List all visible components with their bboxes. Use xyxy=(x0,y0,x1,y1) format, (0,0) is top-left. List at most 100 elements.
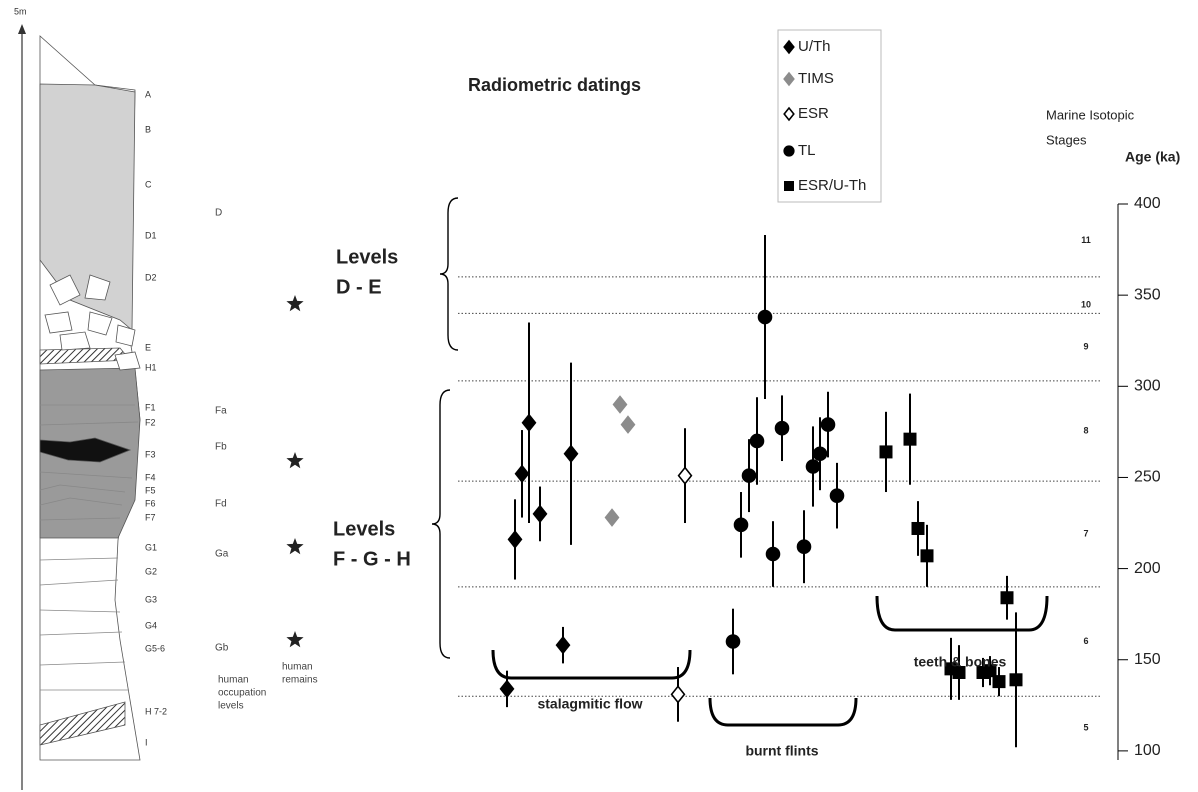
layer-label: F3 xyxy=(145,449,156,459)
mis-title: Marine Isotopic xyxy=(1046,107,1135,122)
data-point xyxy=(733,517,749,533)
data-point xyxy=(920,549,934,563)
annotation: stalagmitic flow xyxy=(537,696,642,712)
data-point xyxy=(952,665,966,679)
axis-arrow xyxy=(18,24,26,34)
mis-stage-label: 10 xyxy=(1081,300,1091,310)
legend-label: ESR/U-Th xyxy=(798,177,866,194)
human-remains-markers xyxy=(286,295,304,648)
legend-label: TL xyxy=(798,142,816,159)
mis-stage-label: 11 xyxy=(1081,235,1091,245)
data-point xyxy=(992,675,1006,689)
y-tick-label: 150 xyxy=(1134,651,1161,668)
y-tick-label: 250 xyxy=(1134,469,1161,486)
annotation: teeth & bones xyxy=(914,654,1007,670)
mis-stage-label: 5 xyxy=(1083,722,1088,732)
layer-label: E xyxy=(145,342,151,352)
data-point xyxy=(812,446,828,462)
group-label: D - E xyxy=(336,276,382,298)
group-label: Levels xyxy=(336,246,398,268)
y-tick-label: 300 xyxy=(1134,378,1161,395)
layer-label: D1 xyxy=(145,230,157,240)
data-point xyxy=(774,420,790,436)
layer-label: I xyxy=(145,737,148,747)
star xyxy=(286,631,304,648)
layer-label: F1 xyxy=(145,402,156,412)
data-point xyxy=(532,504,548,524)
data-point xyxy=(1000,591,1014,605)
layer-label: G1 xyxy=(145,542,157,552)
layer-label: H1 xyxy=(145,362,157,372)
mis-title: Stages xyxy=(1046,132,1087,147)
data-point xyxy=(796,539,812,555)
data-point xyxy=(563,444,579,464)
legend-marker xyxy=(783,106,795,122)
data-point xyxy=(521,413,537,433)
star xyxy=(286,452,304,469)
layer-label: G3 xyxy=(145,594,157,604)
data-point xyxy=(612,395,628,414)
data-point xyxy=(757,309,773,325)
layer-label: D2 xyxy=(145,272,157,282)
layer-label: A xyxy=(145,89,151,99)
layer-label: F7 xyxy=(145,512,156,522)
bracket xyxy=(875,595,1049,632)
layer-label: G5-6 xyxy=(145,643,165,653)
chart-title: Radiometric datings xyxy=(468,75,641,95)
layer-label: F5 xyxy=(145,485,156,495)
bracket xyxy=(491,649,692,680)
group-label: F - G - H xyxy=(333,548,411,570)
data-point xyxy=(911,521,925,535)
data-point xyxy=(749,433,765,449)
y-axis-label: Age (ka) xyxy=(1125,149,1180,165)
layer-label: F6 xyxy=(145,498,156,508)
occupation-level: D xyxy=(215,208,222,219)
layer-label: H 7-2 xyxy=(145,706,167,716)
data-point xyxy=(805,459,821,474)
legend-marker xyxy=(783,71,795,87)
layer-label: G2 xyxy=(145,566,157,576)
occupation-level: Gb xyxy=(215,643,229,654)
data-point xyxy=(499,679,515,699)
data-point xyxy=(507,530,523,549)
data-point xyxy=(765,546,781,562)
legend-marker xyxy=(783,39,795,55)
occupation-caption: occupation xyxy=(218,688,266,699)
data-point xyxy=(741,468,757,483)
mis-stage-label: 8 xyxy=(1083,425,1088,435)
occupation-caption: levels xyxy=(218,701,244,712)
layer-label: B xyxy=(145,124,151,134)
legend-label: ESR xyxy=(798,105,829,122)
occupation-level: Ga xyxy=(215,549,229,560)
legend-marker xyxy=(784,181,794,191)
layer-label: C xyxy=(145,179,152,189)
mis-stage-label: 6 xyxy=(1083,636,1088,646)
data-point xyxy=(820,417,836,432)
mis-stage-label: 9 xyxy=(1083,341,1088,351)
data-point xyxy=(620,415,636,434)
annotation: burnt flints xyxy=(745,743,818,759)
remains-caption: remains xyxy=(282,675,318,686)
data-point xyxy=(983,664,997,678)
layer-label: G4 xyxy=(145,620,157,630)
layer-label: F2 xyxy=(145,417,156,427)
legend-label: TIMS xyxy=(798,70,834,87)
group-brace xyxy=(439,197,459,351)
data-point xyxy=(514,464,530,484)
data-point xyxy=(903,432,917,446)
star xyxy=(286,538,304,555)
scale-label: 5m xyxy=(14,6,27,16)
group-label: Levels xyxy=(333,518,395,540)
data-point xyxy=(604,508,620,527)
y-tick-label: 400 xyxy=(1134,195,1161,212)
layer-label: F4 xyxy=(145,472,156,482)
stratigraphic-column xyxy=(39,35,141,761)
occupation-caption: human xyxy=(218,675,249,686)
data-point xyxy=(555,635,571,655)
bracket xyxy=(708,697,858,727)
y-tick-label: 200 xyxy=(1134,560,1161,577)
y-tick-label: 100 xyxy=(1134,742,1161,759)
data-point xyxy=(677,466,693,485)
mis-stage-label: 7 xyxy=(1083,528,1088,538)
